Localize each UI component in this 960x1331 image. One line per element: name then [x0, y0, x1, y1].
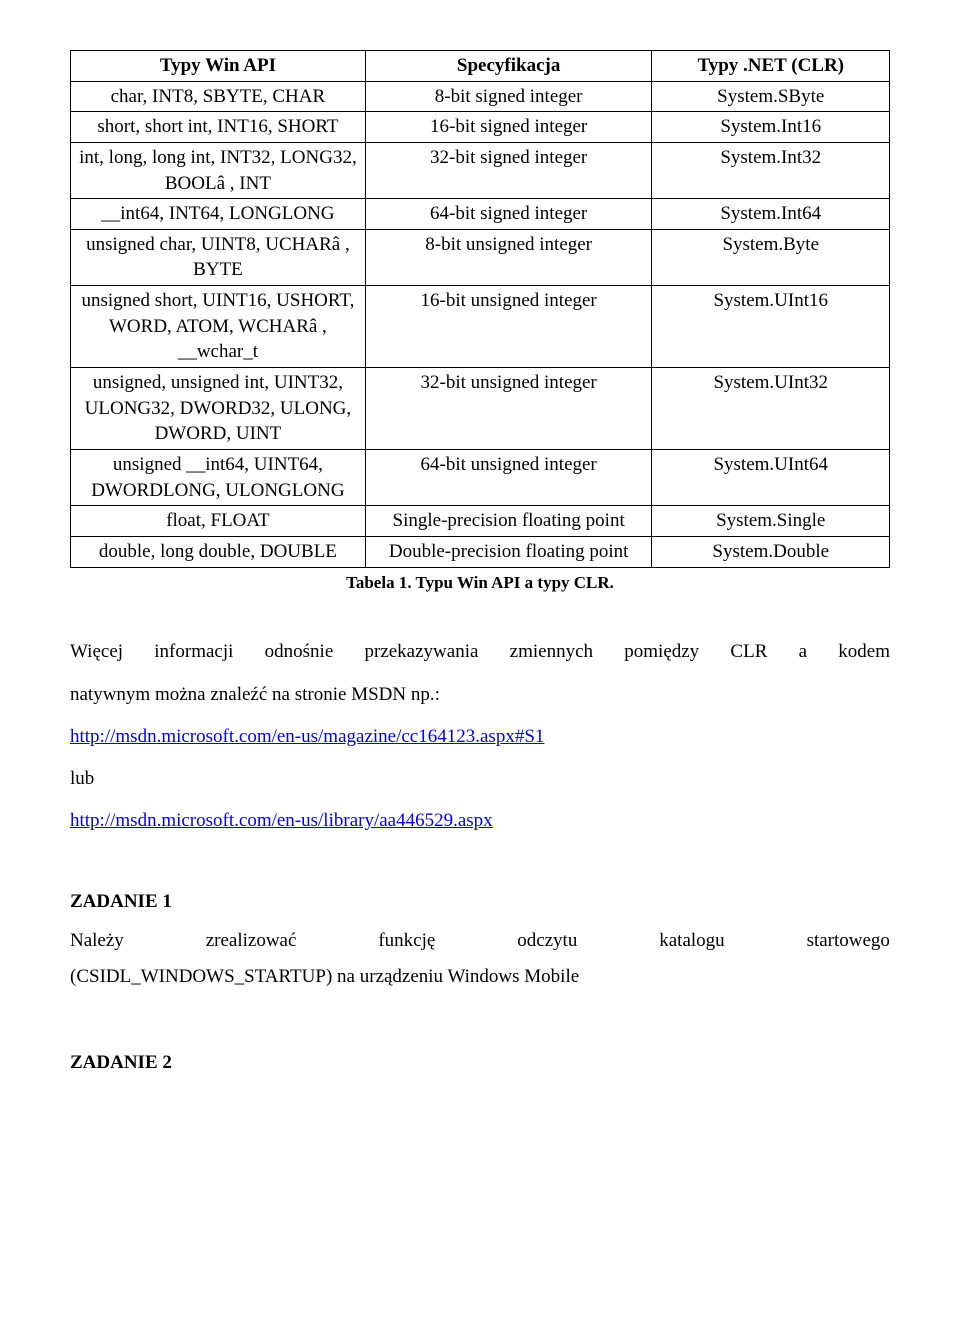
table-row: unsigned char, UINT8, UCHARâ , BYTE8-bit… — [71, 229, 890, 285]
table-row: __int64, INT64, LONGLONG64-bit signed in… — [71, 199, 890, 230]
zadanie-1-heading: ZADANIE 1 — [70, 889, 890, 915]
table-cell: 64-bit signed integer — [365, 199, 652, 230]
table-cell: System.UInt64 — [652, 449, 890, 505]
zadanie-1-line-1: Należy zrealizować funkcję odczytu katalogu s… — [70, 923, 890, 959]
table-cell: double, long double, DOUBLE — [71, 536, 366, 567]
paragraph-line-1: Więcej informacji odnośnie przekazywania… — [70, 634, 890, 670]
table-cell: 8-bit signed integer — [365, 81, 652, 112]
table-cell: char, INT8, SBYTE, CHAR — [71, 81, 366, 112]
zadanie-1-line-2: (CSIDL_WINDOWS_STARTUP) na urządzeniu Wi… — [70, 959, 890, 995]
table-cell: Double-precision floating point — [365, 536, 652, 567]
table-cell: int, long, long int, INT32, LONG32, BOOL… — [71, 142, 366, 198]
table-cell: System.Byte — [652, 229, 890, 285]
table-cell: System.Int16 — [652, 112, 890, 143]
zadanie-2-heading: ZADANIE 2 — [70, 1050, 890, 1076]
table-row: short, short int, INT16, SHORT16-bit sig… — [71, 112, 890, 143]
table-caption: Tabela 1. Typu Win API a typy CLR. — [70, 572, 890, 595]
word: startowego — [807, 923, 890, 959]
table-header-row: Typy Win API Specyfikacja Typy .NET (CLR… — [71, 51, 890, 82]
table-row: unsigned short, UINT16, USHORT, WORD, AT… — [71, 286, 890, 368]
table-cell: 8-bit unsigned integer — [365, 229, 652, 285]
col-header-winapi: Typy Win API — [71, 51, 366, 82]
table-cell: 16-bit unsigned integer — [365, 286, 652, 368]
table-cell: System.UInt32 — [652, 368, 890, 450]
table-cell: Single-precision floating point — [365, 506, 652, 537]
word: funkcję — [378, 923, 435, 959]
table-row: int, long, long int, INT32, LONG32, BOOL… — [71, 142, 890, 198]
table-cell: 16-bit signed integer — [365, 112, 652, 143]
table-cell: unsigned short, UINT16, USHORT, WORD, AT… — [71, 286, 366, 368]
table-cell: unsigned __int64, UINT64, DWORDLONG, ULO… — [71, 449, 366, 505]
word: Należy — [70, 923, 124, 959]
table-cell: System.Int64 — [652, 199, 890, 230]
table-row: float, FLOATSingle-precision floating po… — [71, 506, 890, 537]
word: odczytu — [517, 923, 577, 959]
msdn-link-2[interactable]: http://msdn.microsoft.com/en-us/library/… — [70, 810, 493, 831]
table-cell: System.Int32 — [652, 142, 890, 198]
lub-text: lub — [70, 761, 890, 797]
table-cell: 32-bit signed integer — [365, 142, 652, 198]
table-row: unsigned, unsigned int, UINT32, ULONG32,… — [71, 368, 890, 450]
paragraph-line-2: natywnym można znaleźć na stronie MSDN n… — [70, 677, 890, 713]
table-cell: unsigned, unsigned int, UINT32, ULONG32,… — [71, 368, 366, 450]
table-cell: float, FLOAT — [71, 506, 366, 537]
word: zrealizować — [206, 923, 297, 959]
word: katalogu — [659, 923, 724, 959]
table-row: unsigned __int64, UINT64, DWORDLONG, ULO… — [71, 449, 890, 505]
table-cell: System.SByte — [652, 81, 890, 112]
table-cell: 64-bit unsigned integer — [365, 449, 652, 505]
table-cell: __int64, INT64, LONGLONG — [71, 199, 366, 230]
col-header-spec: Specyfikacja — [365, 51, 652, 82]
table-cell: System.Double — [652, 536, 890, 567]
col-header-clr: Typy .NET (CLR) — [652, 51, 890, 82]
table-row: char, INT8, SBYTE, CHAR8-bit signed inte… — [71, 81, 890, 112]
table-cell: System.UInt16 — [652, 286, 890, 368]
table-cell: short, short int, INT16, SHORT — [71, 112, 366, 143]
type-mapping-table: Typy Win API Specyfikacja Typy .NET (CLR… — [70, 50, 890, 568]
table-cell: System.Single — [652, 506, 890, 537]
table-cell: 32-bit unsigned integer — [365, 368, 652, 450]
msdn-link-1[interactable]: http://msdn.microsoft.com/en-us/magazine… — [70, 726, 544, 747]
table-cell: unsigned char, UINT8, UCHARâ , BYTE — [71, 229, 366, 285]
table-row: double, long double, DOUBLEDouble-precis… — [71, 536, 890, 567]
